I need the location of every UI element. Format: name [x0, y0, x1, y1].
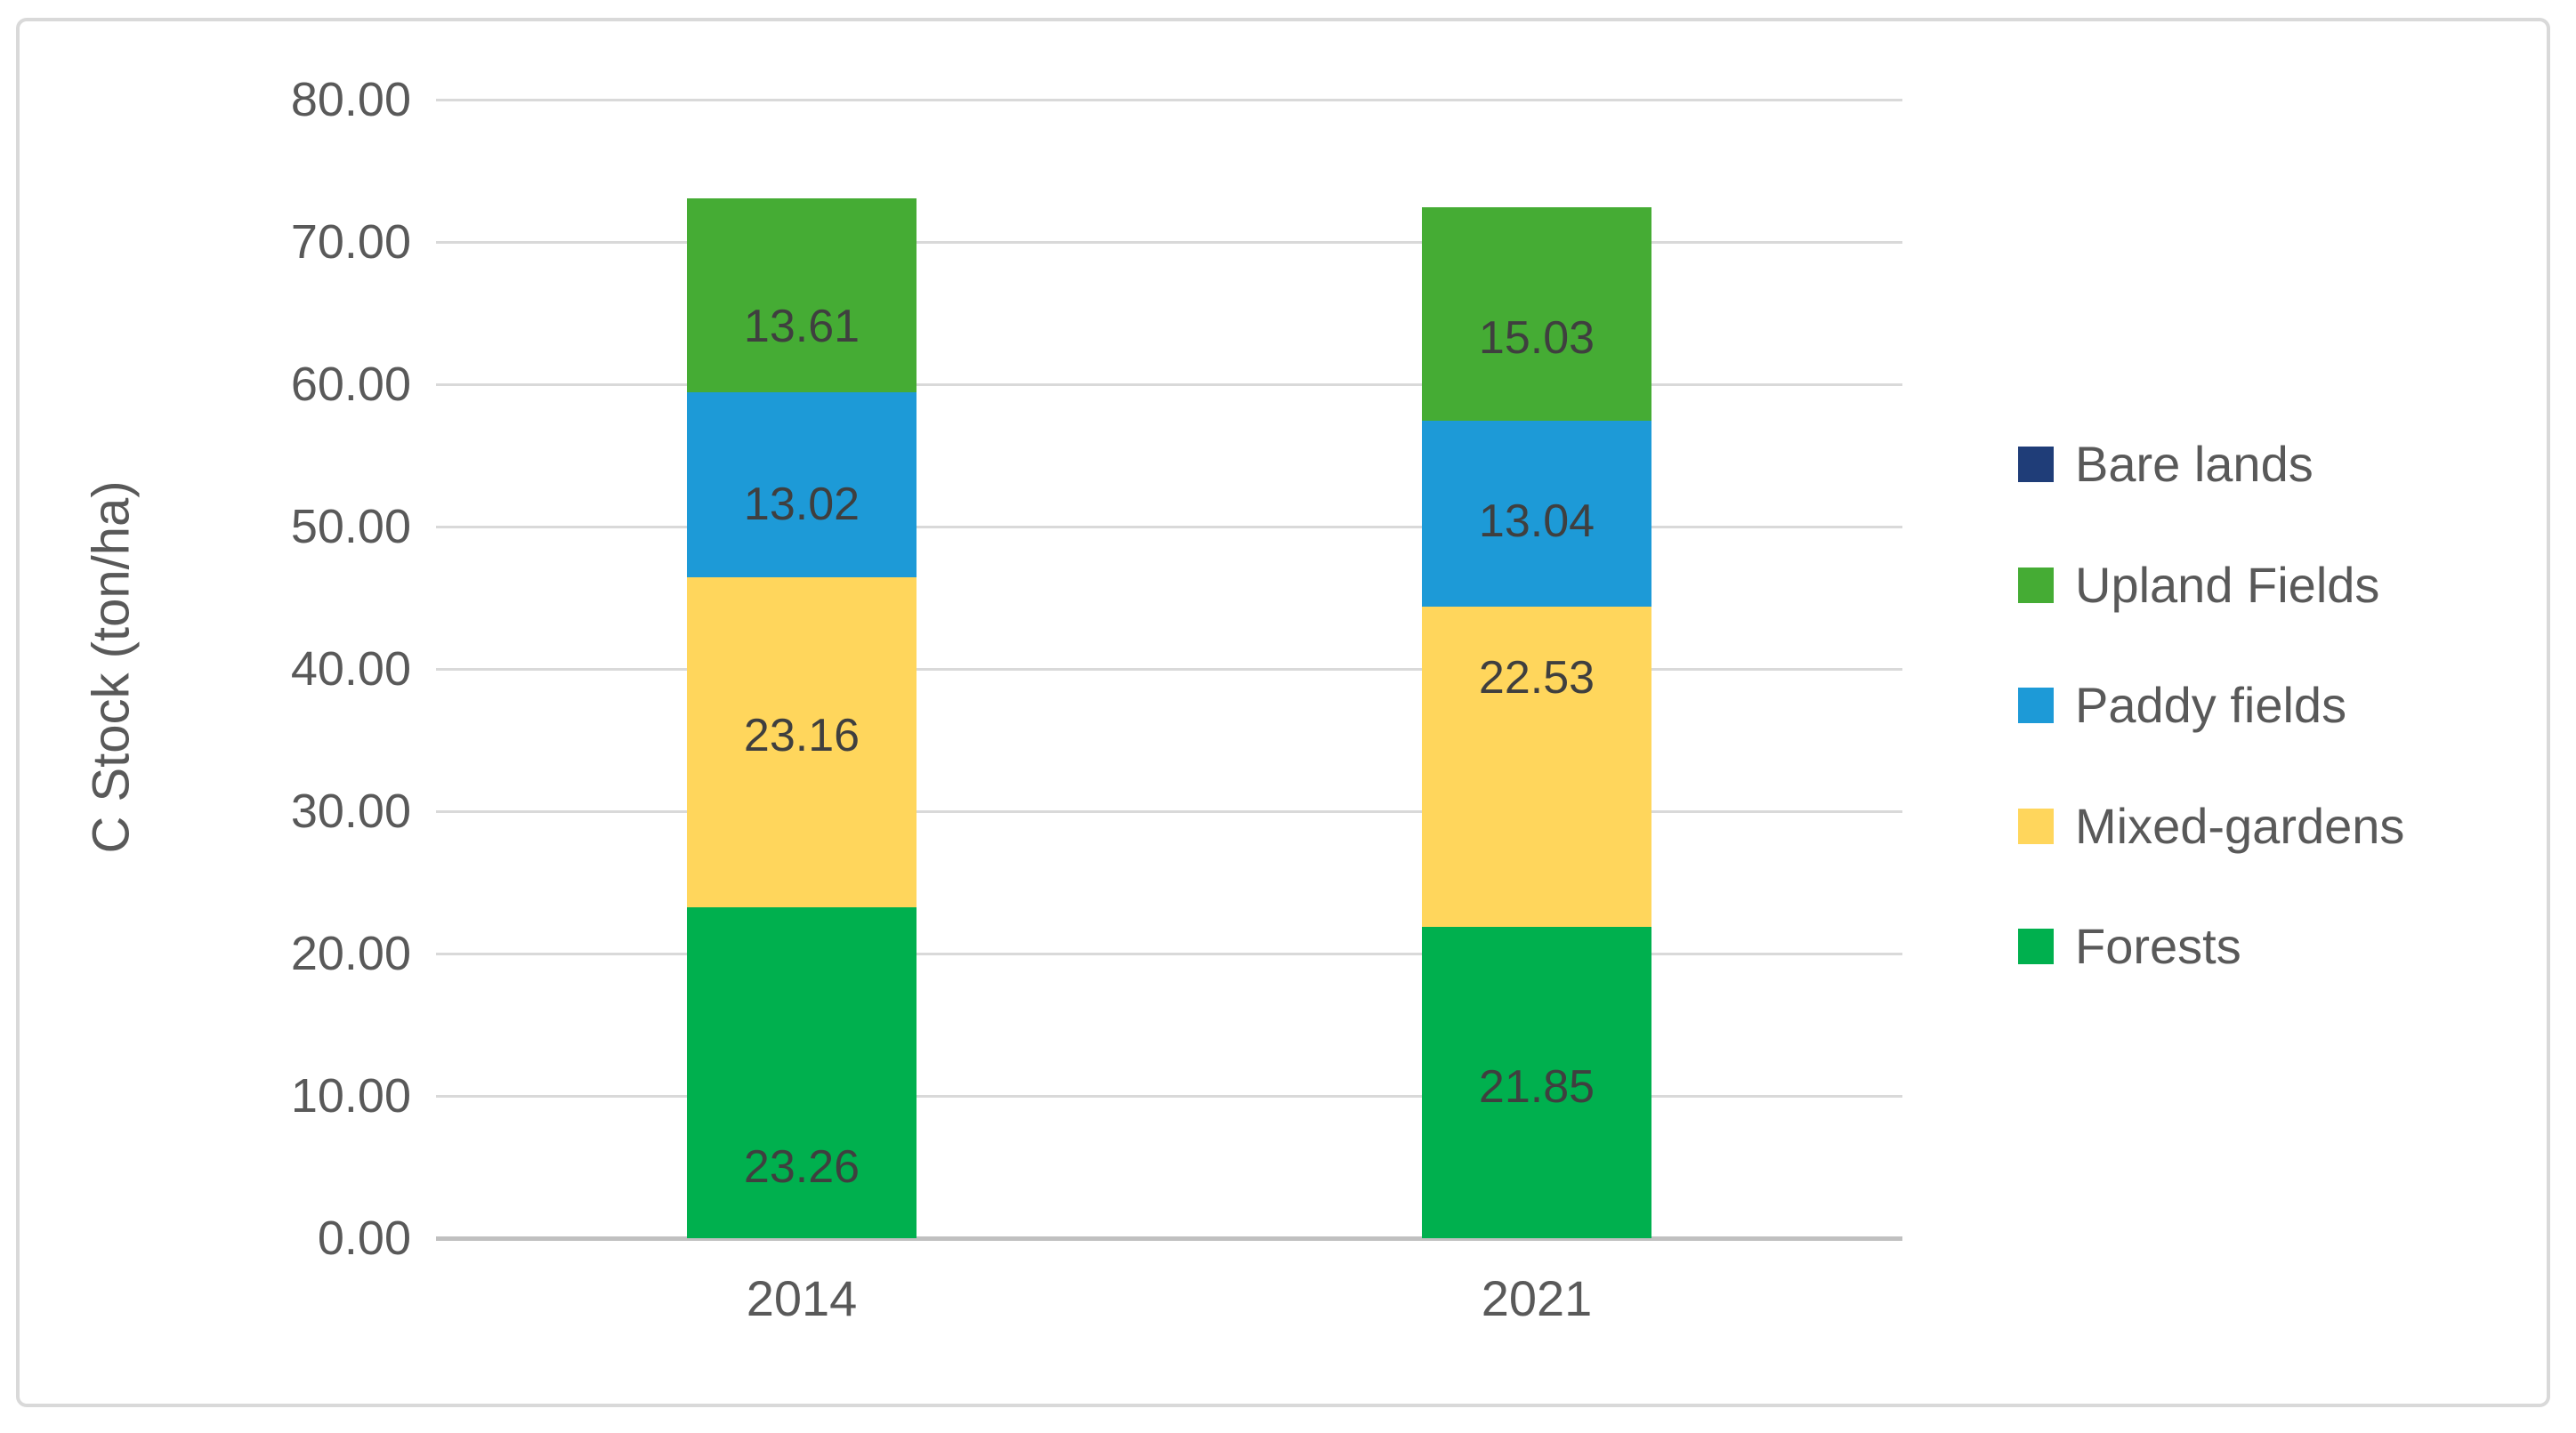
- legend-label: Upland Fields: [2075, 557, 2380, 613]
- bar-segment-label: 22.53: [1478, 652, 1595, 704]
- legend-item-forests: Forests: [2018, 920, 2241, 973]
- bar-segment-paddy-fields: [687, 392, 917, 577]
- gridline: [436, 383, 1902, 386]
- y-tick-label: 60.00: [290, 358, 411, 411]
- gridline: [436, 668, 1902, 671]
- legend-item-bare-lands: Bare lands: [2018, 438, 2314, 491]
- figure-border: [16, 18, 2550, 1407]
- legend-swatch: [2018, 568, 2054, 603]
- y-tick-label: 0.00: [317, 1212, 411, 1265]
- legend-label: Bare lands: [2075, 436, 2314, 492]
- y-tick-label: 30.00: [290, 785, 411, 838]
- bar-segment-forests: [1422, 927, 1651, 1238]
- y-tick-label: 40.00: [290, 642, 411, 696]
- gridline: [436, 810, 1902, 813]
- y-tick-label: 50.00: [290, 500, 411, 553]
- bar-segment-label: 15.03: [1478, 312, 1595, 364]
- gridline: [436, 526, 1902, 528]
- y-tick-label: 10.00: [290, 1069, 411, 1123]
- legend-item-paddy-fields: Paddy fields: [2018, 679, 2346, 732]
- x-category-label: 2021: [1481, 1270, 1593, 1326]
- y-axis-title: C Stock (ton/ha): [82, 480, 141, 854]
- gridline: [436, 241, 1902, 244]
- bar-segment-paddy-fields: [1422, 421, 1651, 607]
- legend-swatch: [2018, 688, 2054, 723]
- x-axis-line: [436, 1236, 1902, 1241]
- bar-segment-forests: [687, 907, 917, 1238]
- bar-segment-label: 23.26: [743, 1141, 860, 1193]
- gridline: [436, 1095, 1902, 1098]
- bar-segment-label: 13.04: [1478, 495, 1595, 547]
- legend-swatch: [2018, 809, 2054, 844]
- legend-item-mixed-gardens: Mixed-gardens: [2018, 800, 2404, 853]
- legend-label: Mixed-gardens: [2075, 798, 2405, 854]
- legend-swatch: [2018, 929, 2054, 964]
- bar-segment-mixed-gardens: [1422, 607, 1651, 927]
- legend-label: Forests: [2075, 918, 2241, 974]
- bar-segment-label: 13.61: [743, 301, 860, 352]
- bar-segment-upland-fields: [687, 198, 917, 392]
- y-tick-label: 20.00: [290, 927, 411, 980]
- legend-item-upland-fields: Upland Fields: [2018, 559, 2379, 612]
- x-category-label: 2014: [746, 1270, 858, 1326]
- legend-label: Paddy fields: [2075, 677, 2347, 733]
- bar-segment-label: 23.16: [743, 710, 860, 761]
- y-tick-label: 80.00: [290, 73, 411, 126]
- bar-segment-label: 21.85: [1478, 1061, 1595, 1113]
- gridline: [436, 99, 1902, 101]
- bar-segment-label: 13.02: [743, 479, 860, 530]
- bar-segment-upland-fields: [1422, 207, 1651, 421]
- legend-swatch: [2018, 447, 2054, 482]
- gridline: [436, 953, 1902, 955]
- bar-segment-mixed-gardens: [687, 577, 917, 907]
- y-tick-label: 70.00: [290, 215, 411, 269]
